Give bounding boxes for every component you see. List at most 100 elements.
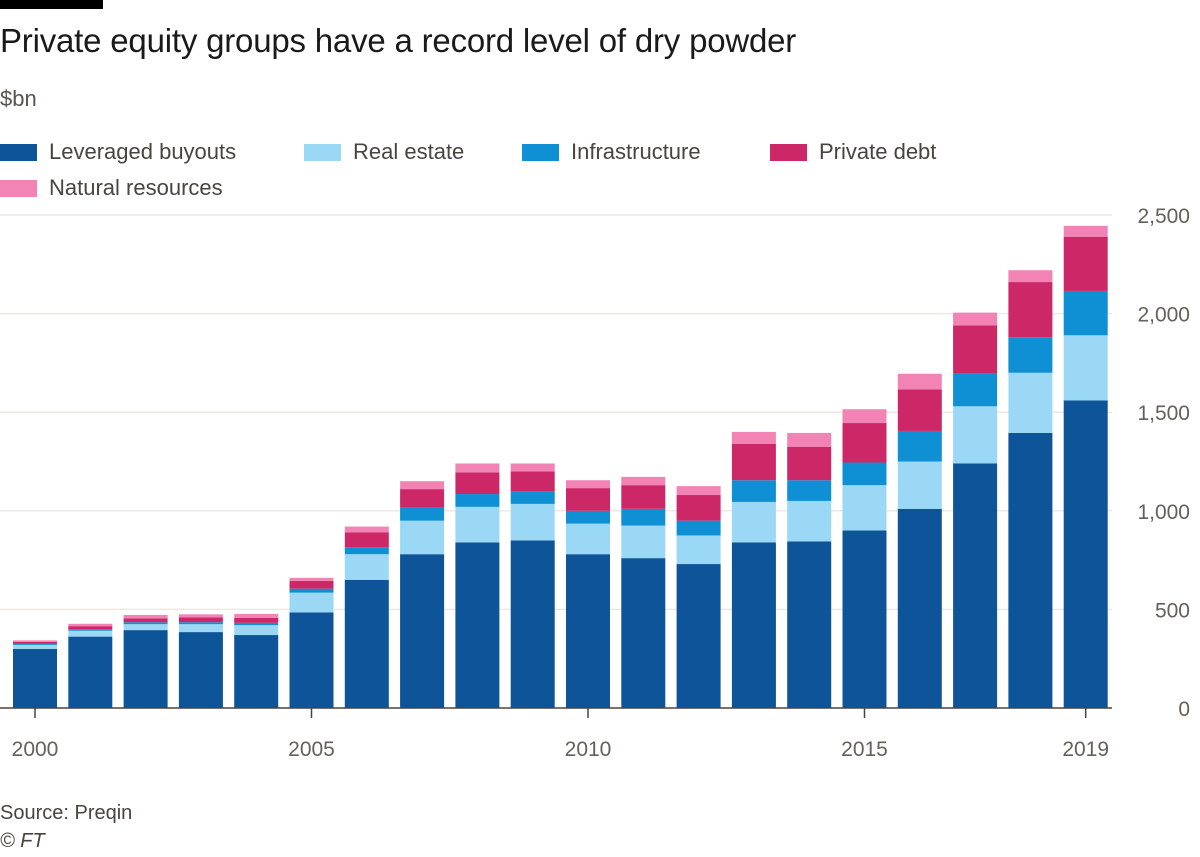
bar-private-debt (897, 389, 942, 431)
legend-label-natural-resources: Natural resources (49, 175, 223, 200)
bar-real-estate (234, 625, 279, 636)
bar-real-estate (897, 461, 942, 509)
bar-private-debt (953, 325, 998, 374)
legend-label-real-estate: Real estate (353, 139, 465, 164)
unit-label: $bn (0, 86, 37, 111)
bar-leveraged-buyouts (68, 636, 113, 708)
bar-leveraged-buyouts (953, 463, 998, 708)
y-tick-label: 0 (1178, 698, 1190, 721)
bar-natural-resources (13, 640, 57, 642)
bar-natural-resources (123, 614, 168, 619)
bar-leveraged-buyouts (787, 541, 832, 708)
bar-infrastructure (510, 491, 555, 504)
ft-top-rule (0, 0, 103, 9)
bar-real-estate (787, 500, 832, 542)
bar-private-debt (123, 618, 168, 623)
legend-swatch-real-estate (304, 143, 341, 161)
legend-item-infrastructure: Infrastructure (522, 139, 701, 165)
bar-infrastructure (566, 510, 610, 524)
bar-real-estate (123, 624, 168, 631)
bar-natural-resources (234, 613, 279, 618)
bar-natural-resources (676, 486, 721, 496)
legend-swatch-natural-resources (0, 179, 37, 197)
bar-infrastructure (676, 520, 721, 536)
bar-infrastructure (178, 622, 223, 625)
bar-infrastructure (68, 629, 113, 631)
bar-infrastructure (400, 507, 445, 521)
bar-natural-resources (566, 480, 610, 489)
y-tick-label: 500 (1155, 599, 1190, 622)
legend-swatch-leveraged-buyouts (0, 143, 37, 161)
source-note: Source: Preqin (0, 802, 133, 824)
bar-private-debt (13, 641, 57, 644)
y-tick-label: 1,500 (1137, 402, 1190, 425)
bar-infrastructure (344, 547, 389, 555)
bar-private-debt (842, 423, 887, 463)
legend-item-leveraged-buyouts: Leveraged buyouts (0, 139, 236, 165)
bar-infrastructure (123, 622, 168, 625)
bar-leveraged-buyouts (13, 648, 57, 708)
bar-infrastructure (621, 508, 666, 526)
bar-private-debt (68, 626, 113, 630)
x-tick-label: 2019 (1062, 738, 1109, 761)
bar-private-debt (289, 580, 334, 589)
legend-swatch-private-debt (770, 143, 807, 161)
bar-infrastructure (731, 480, 776, 502)
bar-leveraged-buyouts (566, 554, 610, 708)
bar-private-debt (731, 443, 776, 481)
ft-credit: © FT (0, 830, 45, 852)
bar-leveraged-buyouts (842, 530, 887, 708)
bar-leveraged-buyouts (731, 542, 776, 708)
bar-leveraged-buyouts (123, 630, 168, 708)
bar-leveraged-buyouts (400, 554, 445, 708)
bar-private-debt (566, 488, 610, 511)
bar-private-debt (787, 446, 832, 481)
legend-swatch-infrastructure (522, 143, 559, 161)
bar-private-debt (621, 485, 666, 509)
x-tick-label: 2015 (841, 738, 888, 761)
bar-leveraged-buyouts (897, 508, 942, 708)
bar-real-estate (731, 501, 776, 543)
bar-infrastructure (953, 373, 998, 407)
legend-item-private-debt: Private debt (770, 139, 936, 165)
bar-private-debt (676, 495, 721, 521)
bar-real-estate (400, 520, 445, 555)
bar-natural-resources (400, 481, 445, 490)
bar-private-debt (344, 532, 389, 548)
bar-infrastructure (234, 622, 279, 626)
bar-natural-resources (731, 431, 776, 444)
bar-infrastructure (842, 462, 887, 486)
legend-item-real-estate: Real estate (304, 139, 464, 165)
bar-natural-resources (455, 463, 500, 473)
bar-leveraged-buyouts (510, 540, 555, 708)
bar-natural-resources (842, 409, 887, 424)
bar-real-estate (178, 624, 223, 633)
bar-leveraged-buyouts (234, 635, 279, 708)
bar-infrastructure (897, 430, 942, 462)
bar-natural-resources (953, 312, 998, 326)
bar-private-debt (234, 617, 279, 623)
legend-label-private-debt: Private debt (819, 139, 937, 164)
bar-infrastructure (289, 588, 334, 593)
legend-label-infrastructure: Infrastructure (571, 139, 701, 164)
bar-infrastructure (455, 494, 500, 507)
bar-natural-resources (1008, 270, 1053, 283)
bar-natural-resources (897, 373, 942, 390)
bar-leveraged-buyouts (289, 612, 334, 708)
bar-private-debt (455, 472, 500, 495)
bar-real-estate (953, 406, 998, 464)
bar-real-estate (510, 503, 555, 541)
bar-real-estate (621, 525, 666, 559)
bar-leveraged-buyouts (1063, 400, 1108, 708)
bar-infrastructure (13, 643, 57, 645)
bar-natural-resources (344, 526, 389, 533)
bar-private-debt (1063, 236, 1108, 291)
bar-private-debt (178, 617, 223, 623)
bar-natural-resources (621, 476, 666, 486)
bar-natural-resources (178, 614, 223, 618)
bar-real-estate (1063, 335, 1108, 401)
x-tick-label: 2005 (288, 738, 335, 761)
bar-natural-resources (510, 463, 555, 472)
bar-leveraged-buyouts (455, 542, 500, 708)
